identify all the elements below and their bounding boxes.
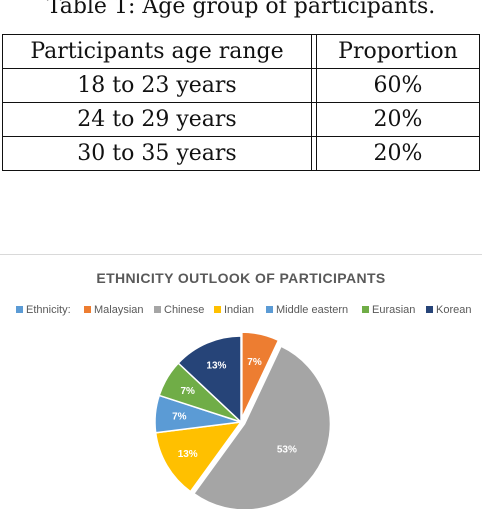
header-proportion: Proportion <box>316 34 480 69</box>
header-age-range: Participants age range <box>2 34 312 69</box>
table-header-row: Participants age range Proportion <box>2 34 480 69</box>
pie-data-label: 7% <box>247 357 262 368</box>
legend-swatch <box>16 306 23 313</box>
legend-label: Indian <box>224 304 254 316</box>
table-row: 18 to 23 years 60% <box>2 68 480 103</box>
chart-title: ETHNICITY OUTLOOK OF PARTICIPANTS <box>96 270 386 286</box>
table-caption: Table 1: Age group of participants. <box>46 0 436 19</box>
chart-legend: Ethnicity: Malaysian Chinese Indian Midd… <box>0 304 482 318</box>
pie-data-label: 13% <box>178 449 198 460</box>
legend-item: Ethnicity: <box>16 304 71 316</box>
legend-label: Chinese <box>164 304 205 316</box>
legend-label: Eurasian <box>372 304 416 316</box>
legend-swatch <box>84 306 91 313</box>
table-row: 24 to 29 years 20% <box>2 102 480 137</box>
legend-swatch <box>214 306 221 313</box>
pie-slice-korean <box>177 335 242 424</box>
pie-slice-indian <box>154 421 243 493</box>
legend-swatch <box>266 306 273 313</box>
legend-label: Korean <box>436 304 472 316</box>
ethnicity-chart: ETHNICITY OUTLOOK OF PARTICIPANTS Ethnic… <box>0 254 482 509</box>
legend-swatch <box>362 306 369 313</box>
legend-item: Korean <box>426 304 471 316</box>
proportion-cell: 60% <box>316 68 480 103</box>
legend-swatch <box>154 306 161 313</box>
pie-chart: 7% 53% 13% 7% 7% 13% <box>154 331 332 509</box>
legend-label: Ethnicity: <box>26 304 71 316</box>
pie-data-label: 13% <box>206 361 226 372</box>
age-range-cell: 18 to 23 years <box>2 68 312 103</box>
double-rule <box>311 136 317 171</box>
legend-label: Middle eastern <box>276 304 349 316</box>
pie-data-label: 53% <box>277 445 297 456</box>
legend-label: Malaysian <box>94 304 144 316</box>
proportion-cell: 20% <box>316 102 480 137</box>
age-group-table: Participants age range Proportion 18 to … <box>2 34 480 171</box>
proportion-cell: 20% <box>316 136 480 171</box>
pie-data-label: 7% <box>180 386 195 397</box>
table-row: 30 to 35 years 20% <box>2 136 480 171</box>
legend-item: Chinese <box>154 304 204 316</box>
legend-item: Eurasian <box>362 304 415 316</box>
age-range-cell: 30 to 35 years <box>2 136 312 171</box>
legend-item: Middle eastern <box>266 304 348 316</box>
age-range-cell: 24 to 29 years <box>2 102 312 137</box>
legend-item: Indian <box>214 304 254 316</box>
legend-swatch <box>426 306 433 313</box>
pie-data-label: 7% <box>172 412 187 423</box>
legend-item: Malaysian <box>84 304 144 316</box>
pie-slice-malaysian <box>241 331 280 419</box>
